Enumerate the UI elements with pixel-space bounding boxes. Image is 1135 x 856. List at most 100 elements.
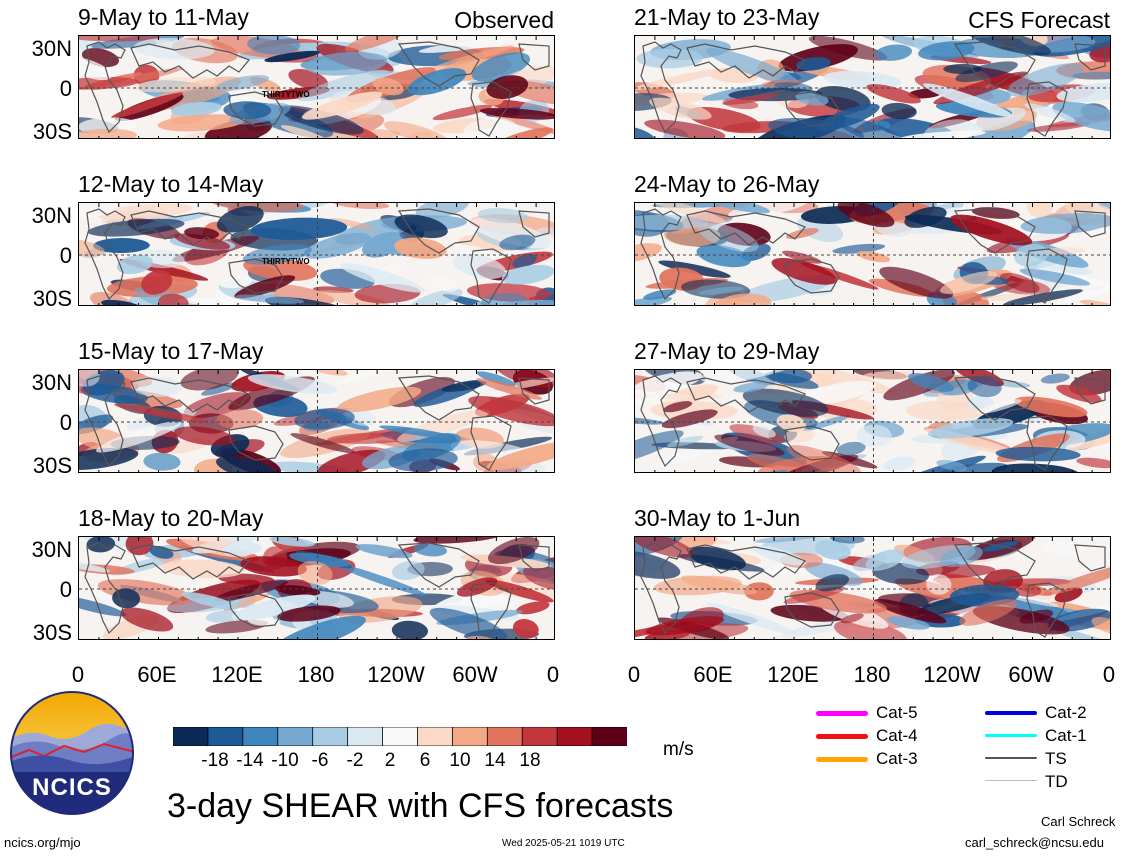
colorbar-tick-label: -14 (236, 750, 264, 771)
colorbar-tick-label: -18 (201, 750, 229, 771)
shear-map-panel (78, 369, 555, 473)
shear-field (635, 203, 1110, 305)
panel-title: 24-May to 26-May (634, 171, 820, 197)
panel-title: 18-May to 20-May (78, 505, 264, 531)
shear-field (79, 36, 554, 138)
lon-label: 120E (767, 662, 819, 687)
panel-title: 30-May to 1-Jun (634, 505, 801, 531)
colorbar-swatch (277, 726, 314, 747)
lon-label: 60E (137, 662, 177, 687)
lat-label: 30N (31, 370, 72, 395)
panel-title: 21-May to 23-May (634, 4, 820, 30)
shear-map-panel (634, 202, 1111, 306)
colorbar-swatch (417, 726, 454, 747)
panel-title: 27-May to 29-May (634, 338, 820, 364)
colorbar-tick-label: 2 (384, 750, 396, 771)
lon-label: 180 (297, 662, 335, 687)
storm-label: THIRTYTWO (262, 257, 310, 266)
lat-label: 0 (59, 76, 72, 101)
shear-map-panel (78, 536, 555, 640)
colorbar-tick-label: 18 (519, 750, 541, 771)
legend-label: Cat-4 (876, 726, 918, 745)
colorbar-swatch (242, 726, 279, 747)
shear-map-panel (78, 202, 555, 306)
legend-label: Cat-1 (1045, 726, 1087, 745)
lon-label: 60E (693, 662, 733, 687)
colorbar-swatch (451, 726, 489, 747)
lat-label: 30N (31, 36, 72, 61)
shear-field (635, 370, 1110, 472)
shear-field (635, 537, 1110, 639)
lon-label: 0 (627, 662, 641, 687)
cat2-swatch (985, 711, 1037, 715)
shear-field (79, 370, 554, 472)
colorbar-swatch (486, 726, 524, 747)
panel-title: 15-May to 17-May (78, 338, 264, 364)
legend-label: Cat-2 (1045, 703, 1087, 722)
footer-author: Carl Schreck (1041, 814, 1116, 829)
shear-map-panel (634, 35, 1111, 139)
lat-label: 30N (31, 203, 72, 228)
legend-label: Cat-3 (876, 749, 918, 768)
colorbar-swatch (172, 726, 209, 747)
footer-email: carl_schreck@ncsu.edu (965, 835, 1104, 850)
colorbar-tick-label: -2 (346, 750, 364, 771)
lon-label: 60W (1008, 662, 1054, 687)
ncics-logo-graphic (10, 691, 134, 815)
legend-label: Cat-5 (876, 703, 918, 722)
legend-label: TS (1045, 749, 1067, 768)
footer-timestamp: Wed 2025-05-21 1019 UTC (502, 838, 625, 849)
lon-label: 0 (546, 662, 560, 687)
ts-swatch (985, 757, 1037, 759)
colorbar-tick-label: 6 (419, 750, 431, 771)
forecast-tag: CFS Forecast (968, 7, 1110, 33)
storm-label: THIRTYTWO (262, 90, 310, 99)
shear-map-panel (634, 369, 1111, 473)
colorbar-swatch (556, 726, 593, 747)
lon-label: 0 (1102, 662, 1116, 687)
figure-title: 3-day SHEAR with CFS forecasts (167, 787, 674, 825)
shear-field (79, 537, 554, 639)
lon-label: 0 (71, 662, 85, 687)
panel-title: 9-May to 11-May (78, 4, 249, 30)
cat5-swatch (816, 711, 868, 716)
lat-label: 30N (31, 537, 72, 562)
cat1-swatch (985, 734, 1037, 737)
cat3-swatch (816, 757, 868, 762)
lat-label: 0 (59, 577, 72, 602)
logo-text: NCICS (32, 774, 112, 801)
shear-field (635, 36, 1110, 138)
colorbar-swatch (312, 726, 349, 747)
colorbar-tick-label: 14 (484, 750, 506, 771)
lon-label: 180 (853, 662, 891, 687)
colorbar-tick-label: 10 (449, 750, 471, 771)
lon-label: 60W (452, 662, 498, 687)
colorbar (172, 726, 628, 747)
lat-label: 30S (32, 119, 72, 144)
lat-label: 0 (59, 243, 72, 268)
lon-label: 120W (923, 662, 981, 687)
ncics-logo: NCICS (9, 690, 135, 816)
footer-url: ncics.org/mjo (4, 835, 81, 850)
colorbar-swatch (521, 726, 559, 747)
legend-label: TD (1045, 772, 1068, 791)
lat-label: 30S (32, 286, 72, 311)
shear-field (79, 203, 554, 305)
lat-label: 0 (59, 410, 72, 435)
lon-label: 120W (367, 662, 425, 687)
shear-map-panel (78, 35, 555, 139)
colorbar-swatch (207, 726, 244, 747)
panel-title: 12-May to 14-May (78, 171, 264, 197)
td-swatch (985, 780, 1037, 781)
colorbar-swatch (382, 726, 419, 747)
lat-label: 30S (32, 453, 72, 478)
colorbar-swatches (172, 726, 628, 747)
lon-label: 120E (211, 662, 263, 687)
colorbar-unit: m/s (663, 739, 694, 760)
lat-label: 30S (32, 620, 72, 645)
observed-tag: Observed (454, 7, 554, 33)
cat4-swatch (816, 734, 868, 739)
shear-map-panel (634, 536, 1111, 640)
colorbar-tick-label: -10 (271, 750, 299, 771)
colorbar-tick-label: -6 (311, 750, 329, 771)
